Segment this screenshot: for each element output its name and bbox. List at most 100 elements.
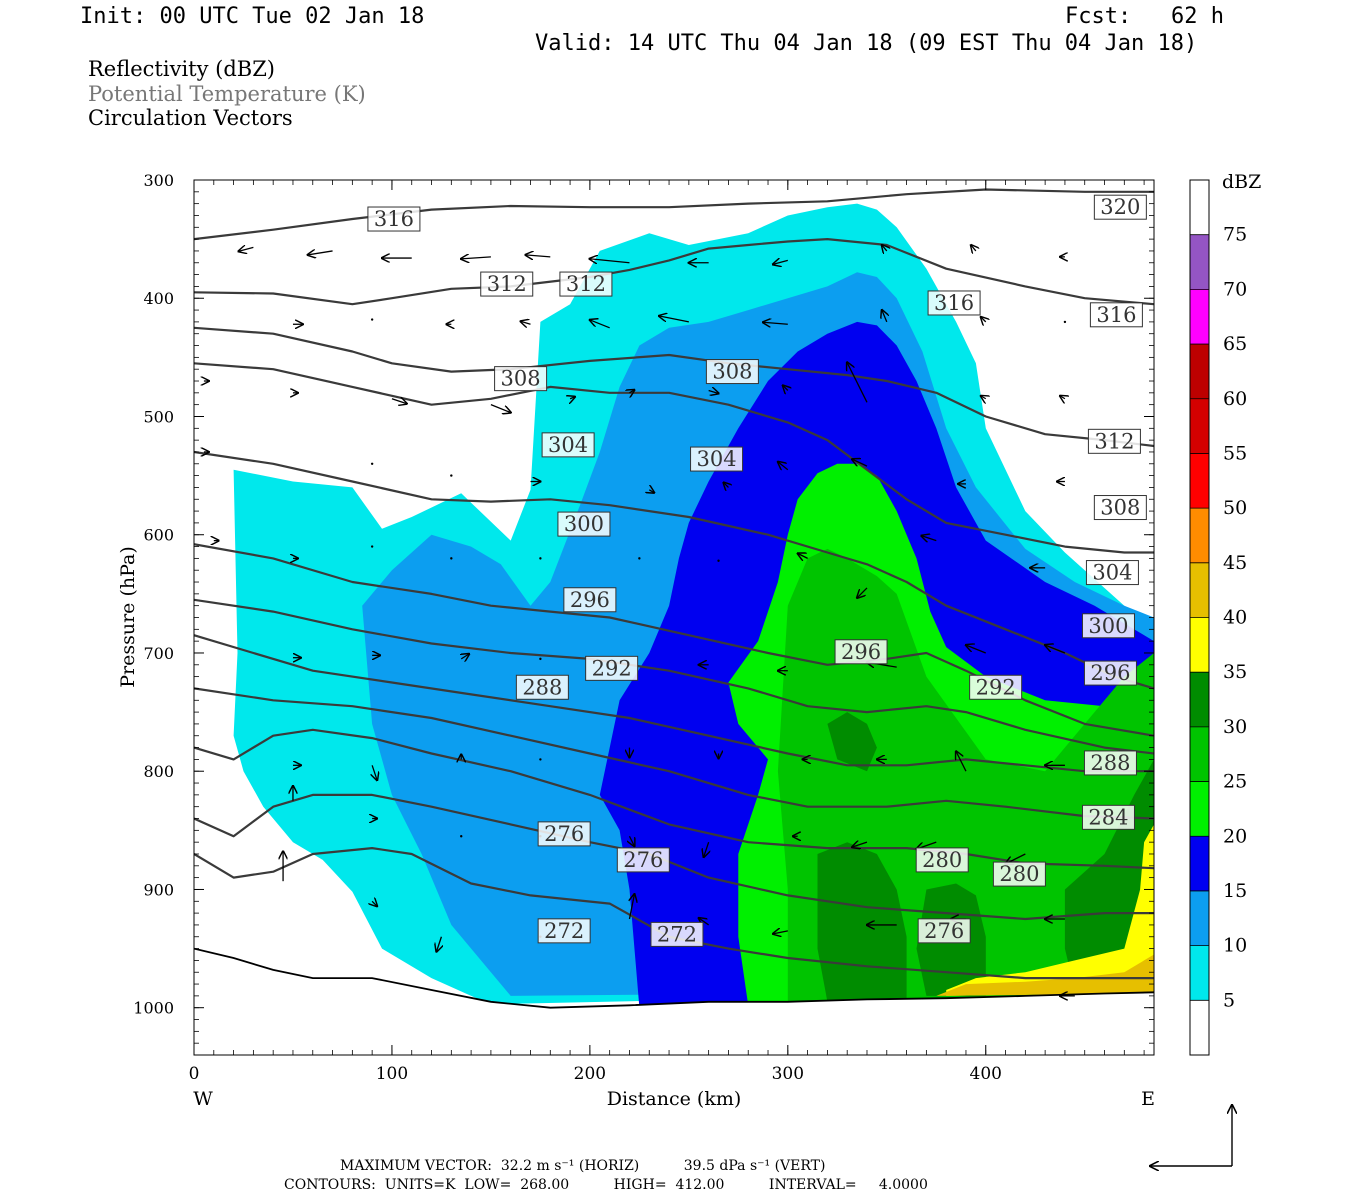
isentrope-label: 316: [1089, 302, 1143, 328]
isentrope-label: 312: [480, 271, 534, 297]
isentrope-288: [194, 634, 1154, 773]
circulation-vector: [971, 245, 976, 251]
colorbar-label: 60: [1223, 388, 1247, 410]
isentrope-label: 276: [917, 918, 971, 944]
circulation-vector: [1063, 320, 1067, 324]
y-tick-label: 800: [143, 762, 174, 781]
isentrope-label: 288: [1083, 750, 1137, 776]
isentrope-272: [194, 846, 1154, 980]
colorbar-segment: [1190, 344, 1209, 399]
isentrope-label-text: 316: [934, 291, 974, 315]
circulation-vector: [391, 399, 407, 404]
isentrope-label: 308: [705, 359, 759, 385]
isentrope-label-text: 308: [712, 360, 752, 384]
y-tick-label: 500: [143, 407, 174, 426]
isentrope-label: 288: [515, 674, 569, 700]
x-axis-west-label: W: [193, 1088, 213, 1110]
circulation-vector: [857, 587, 868, 598]
isentrope-284: [194, 687, 1154, 820]
circulation-vector: [539, 557, 542, 560]
circulation-vector: [638, 557, 641, 560]
y-tick-label: 900: [143, 880, 174, 899]
isentrope-label: 272: [650, 921, 704, 947]
isentrope-label-text: 276: [623, 848, 663, 872]
isentrope-label-text: 288: [522, 675, 562, 699]
maximum-vector-info: MAXIMUM VECTOR: 32.2 m s⁻¹ (HORIZ) 39.5 …: [340, 1158, 826, 1174]
isentrope-label-text: 300: [564, 512, 604, 536]
circulation-vector: [723, 482, 728, 487]
isentrope-label-text: 292: [976, 675, 1016, 699]
isentrope-label: 280: [992, 861, 1046, 887]
circulation-vector: [490, 404, 511, 413]
isentrope-label-text: 276: [924, 919, 964, 943]
isentrope-label-text: 272: [544, 919, 584, 943]
isentrope-label-text: 312: [1094, 429, 1134, 453]
circulation-vector: [708, 390, 719, 393]
isentrope-label: 296: [834, 639, 888, 665]
colorbar-segment: [1190, 781, 1209, 837]
y-axis-label: Pressure (hPa): [117, 546, 139, 688]
colorbar-segment: [1190, 180, 1209, 235]
isentrope-label: 296: [1083, 660, 1137, 686]
circulation-vector: [773, 931, 788, 934]
isentrope-label-text: 288: [1090, 751, 1130, 775]
legend-potential-temperature: Potential Temperature (K): [88, 82, 366, 106]
isentrope-label-text: 276: [544, 822, 584, 846]
isentrope-label: 296: [563, 587, 617, 613]
circulation-vector: [308, 251, 333, 255]
circulation-vector: [570, 397, 575, 399]
colorbar-label: 75: [1223, 224, 1247, 246]
forecast-hour: Fcst: 62 h: [1065, 4, 1224, 29]
isentrope-304: [194, 362, 1154, 554]
isentrope-label: 304: [690, 446, 744, 472]
circulation-vector: [852, 459, 868, 467]
circulation-vector: [699, 918, 710, 925]
isentrope-label-text: 320: [1100, 195, 1140, 219]
y-tick-label: 1000: [133, 999, 174, 1018]
circulation-vector: [882, 245, 887, 251]
colorbar-segment: [1190, 1000, 1209, 1055]
isentrope-label: 308: [1093, 495, 1147, 521]
circulation-vector: [589, 259, 630, 263]
circulation-vector: [649, 490, 654, 493]
colorbar-title: dBZ: [1222, 171, 1261, 193]
x-tick-label: 400: [970, 1064, 1002, 1084]
circulation-vector: [372, 765, 377, 780]
colorbar-label: 45: [1223, 552, 1247, 574]
ground-line: [194, 947, 1154, 1009]
colorbar-segment: [1190, 726, 1209, 782]
colorbar-segment: [1190, 562, 1209, 618]
isentrope-300: [194, 450, 1154, 690]
isentrope-label-text: 296: [841, 640, 881, 664]
colorbar: 5 10 15 20 25 30 35 40 45 50 55 60 65 70 75 dBZ: [1189, 171, 1261, 1056]
isentrope-label: 280: [915, 847, 969, 873]
reference-vector-icon: [1150, 1105, 1232, 1166]
isentrope-316: [194, 188, 1154, 241]
isentrope-label-text: 304: [1092, 561, 1132, 585]
colorbar-label: 70: [1223, 278, 1247, 300]
circulation-vector: [981, 396, 986, 399]
colorbar-label: 55: [1223, 442, 1247, 464]
below-ground-mask: [194, 948, 1154, 1055]
isentrope-label: 292: [585, 655, 639, 681]
reflectivity-fills: [233, 203, 1154, 1008]
colorbar-label: 5: [1223, 989, 1235, 1011]
isentrope-label: 308: [494, 366, 548, 392]
colorbar-label: 30: [1223, 716, 1247, 738]
circulation-vector: [460, 835, 463, 838]
isentrope-label-text: 308: [1100, 496, 1140, 520]
circulation-vector: [539, 758, 542, 761]
circulation-vector: [1060, 396, 1065, 399]
isentrope-label: 300: [557, 511, 611, 537]
circulation-vector: [450, 557, 453, 560]
colorbar-segment: [1190, 890, 1209, 946]
isentrope-292: [194, 598, 1154, 755]
colorbar-segment: [1190, 398, 1209, 454]
circulation-vector: [773, 260, 788, 264]
circulation-vector: [370, 318, 374, 321]
circulation-vector: [372, 901, 377, 906]
circulation-vector: [921, 536, 937, 541]
colorbar-segment: [1190, 945, 1209, 1001]
x-tick-label: 300: [772, 1064, 804, 1084]
